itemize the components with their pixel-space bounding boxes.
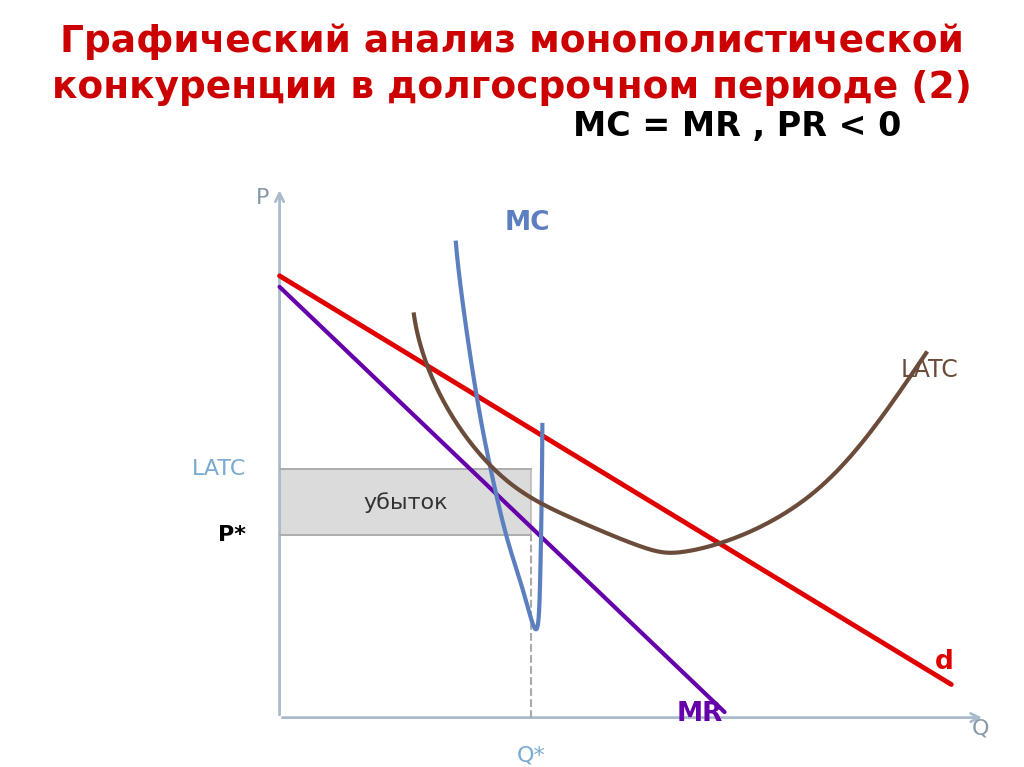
Text: убыток: убыток [364, 492, 447, 512]
Text: d: d [935, 650, 953, 676]
Text: LATC: LATC [191, 459, 246, 479]
Text: MC: MC [505, 209, 550, 235]
Text: P: P [256, 189, 269, 209]
Text: Q*: Q* [517, 746, 546, 765]
Text: LATC: LATC [901, 357, 958, 382]
Text: конкуренции в долгосрочном периоде (2): конкуренции в долгосрочном периоде (2) [52, 71, 972, 106]
Text: Графический анализ монополистической: Графический анализ монополистической [60, 24, 964, 61]
Text: P*: P* [218, 525, 246, 545]
Bar [280, 469, 531, 535]
Text: Q: Q [972, 719, 989, 739]
Text: MR: MR [676, 701, 723, 727]
Text: MC = MR , PR < 0: MC = MR , PR < 0 [573, 110, 901, 143]
